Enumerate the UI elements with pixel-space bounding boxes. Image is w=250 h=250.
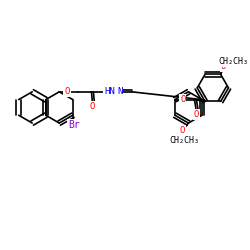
Text: O: O [90,102,95,111]
Text: O: O [221,62,226,71]
Text: O: O [194,110,199,119]
Text: O: O [180,126,185,135]
Text: CH₂CH₃: CH₂CH₃ [218,57,248,66]
Text: CH₂CH₃: CH₂CH₃ [170,136,200,145]
Text: N: N [117,87,122,96]
Text: O: O [180,95,186,104]
Text: Br: Br [68,120,80,130]
Text: HN: HN [104,87,115,96]
Text: O: O [64,87,70,96]
